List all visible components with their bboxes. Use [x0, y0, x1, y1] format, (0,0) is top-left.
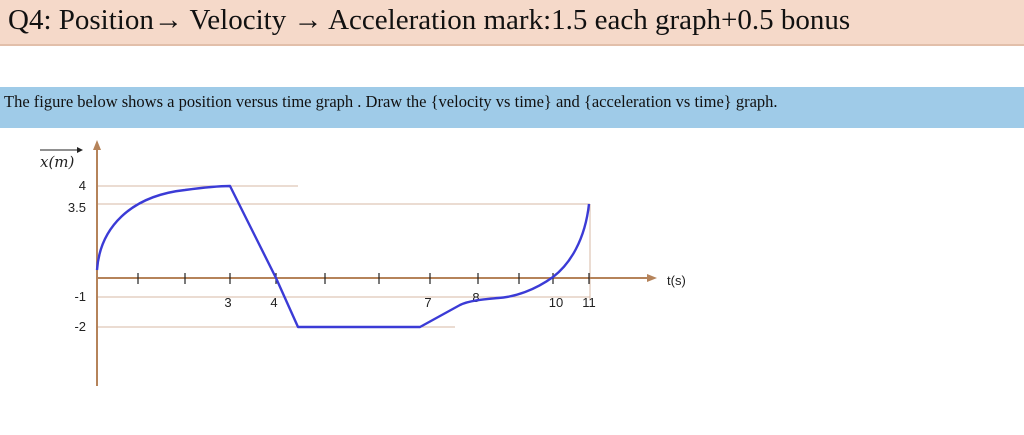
x-ticks — [137, 273, 590, 284]
x-tick-label-4: 4 — [270, 295, 277, 310]
y-axis-label: x(m) — [40, 153, 75, 171]
y-tick-label-4: 4 — [79, 178, 86, 193]
x-axis-label: t(s) — [667, 273, 686, 288]
x-tick-label-7: 7 — [424, 295, 431, 310]
y-axis-label-vector-arrowhead — [77, 147, 83, 153]
y-tick-label-minus-2: -2 — [74, 319, 86, 334]
x-tick-label-3: 3 — [224, 295, 231, 310]
y-axis-arrow — [93, 140, 101, 150]
x-tick-label-8: 8 — [472, 290, 479, 305]
question-title: Q4: Position→ Velocity → Acceleration ma… — [8, 4, 851, 36]
position-curve — [95, 184, 591, 329]
instruction-text: The figure below shows a position versus… — [4, 92, 778, 111]
x-tick-label-10: 10 — [549, 295, 563, 310]
x-tick-label-11: 11 — [582, 295, 596, 310]
y-tick-label-3-5: 3.5 — [68, 200, 86, 215]
x-axis-arrow — [647, 274, 657, 282]
title-bar: Q4: Position→ Velocity → Acceleration ma… — [0, 0, 1024, 46]
position-time-graph: 4 3.5 -1 -2 3 4 7 8 10 11 x(m) t(s) — [40, 140, 686, 386]
y-tick-label-minus-1: -1 — [74, 289, 86, 304]
instruction-bar: The figure below shows a position versus… — [0, 87, 1024, 128]
